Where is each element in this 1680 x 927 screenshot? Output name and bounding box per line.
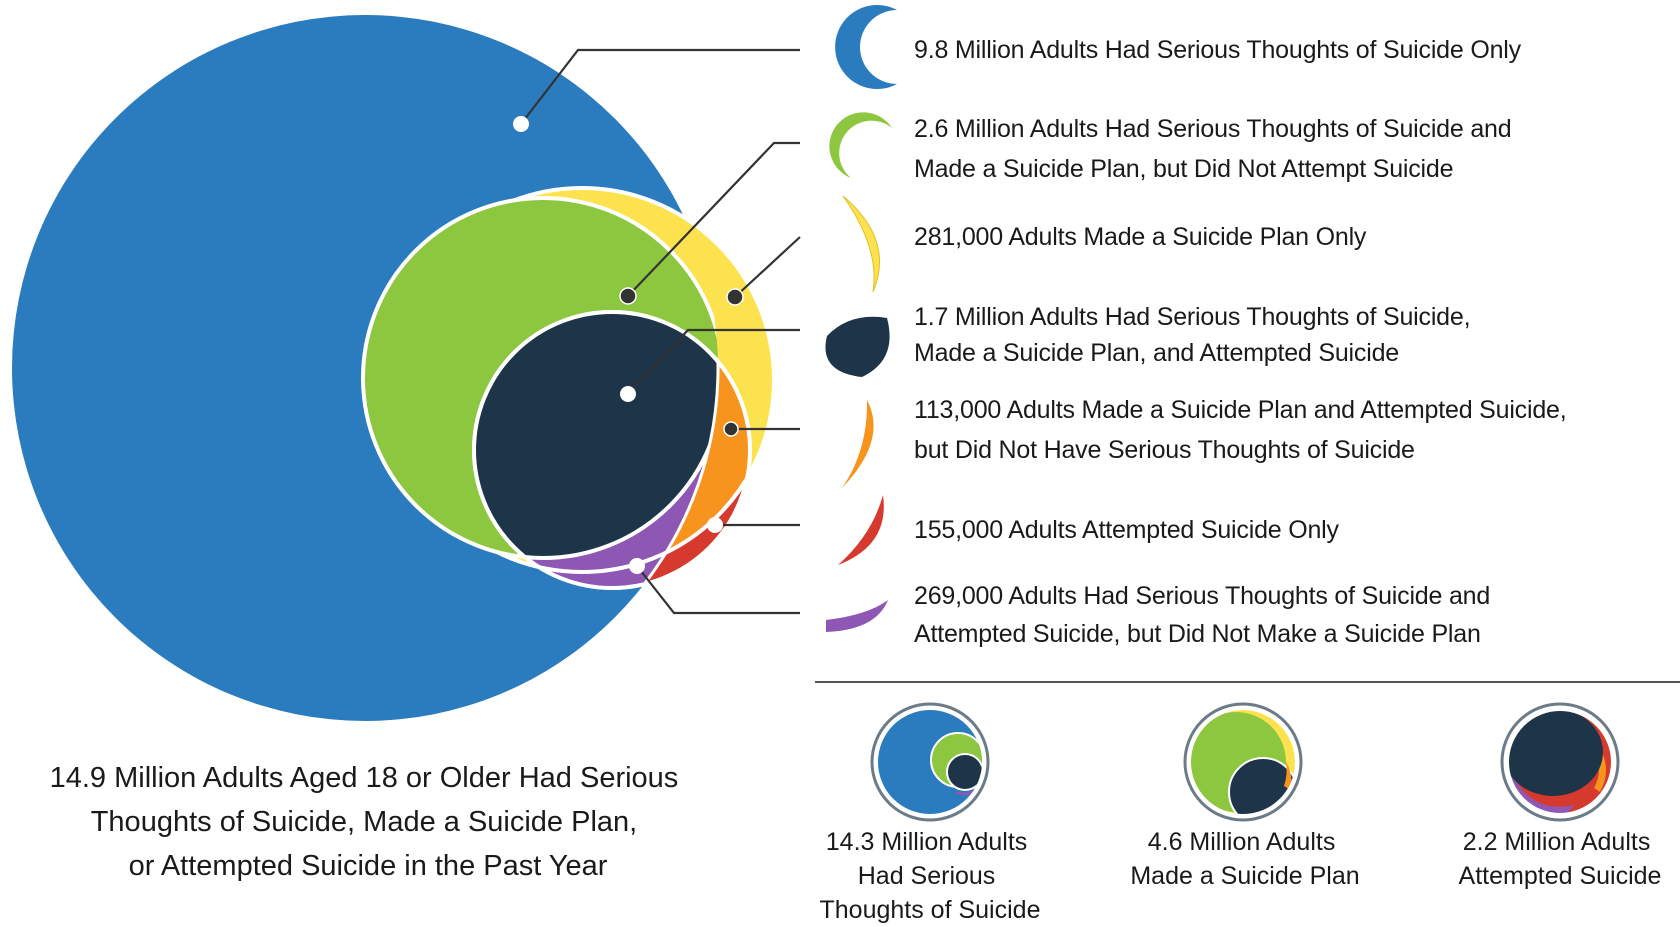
leader-lines xyxy=(520,48,801,615)
orange-sliver-icon xyxy=(842,400,874,488)
legend-texts: 9.8 Million Adults Had Serious Thoughts … xyxy=(914,36,1573,648)
main-venn xyxy=(12,15,776,721)
yellow-crescent-icon xyxy=(842,195,880,293)
attempt-summary-icon xyxy=(1500,702,1620,822)
legend-label-all-three: 1.7 Million Adults Had Serious Thoughts … xyxy=(914,303,1477,367)
red-sliver-icon xyxy=(838,495,884,565)
region-all-three xyxy=(474,312,718,558)
legend-label-plan-attempt: 113,000 Adults Made a Suicide Plan and A… xyxy=(914,396,1573,464)
green-crescent-icon xyxy=(829,112,892,178)
navy-lens-icon xyxy=(825,316,890,377)
purple-sliver-icon xyxy=(826,600,888,632)
legend-label-thoughts-plan: 2.6 Million Adults Had Serious Thoughts … xyxy=(914,115,1518,183)
legend-label-thoughts-only: 9.8 Million Adults Had Serious Thoughts … xyxy=(914,36,1522,64)
attempt-summary-label: 2.2 Million Adults Attempted Suicide xyxy=(1459,828,1662,890)
legend-icons xyxy=(825,4,897,632)
legend-label-thoughts-attempt: 269,000 Adults Had Serious Thoughts of S… xyxy=(914,582,1497,648)
legend-label-attempt-only: 155,000 Adults Attempted Suicide Only xyxy=(914,516,1340,544)
legend-label-plan-only: 281,000 Adults Made a Suicide Plan Only xyxy=(914,223,1367,251)
total-caption: 14.9 Million Adults Aged 18 or Older Had… xyxy=(50,762,687,882)
thoughts-summary-icon xyxy=(870,702,990,822)
plan-summary-label: 4.6 Million Adults Made a Suicide Plan xyxy=(1130,828,1359,890)
blue-crescent-icon xyxy=(835,4,897,90)
thoughts-summary-label: 14.3 Million Adults Had Serious Thoughts… xyxy=(820,828,1041,924)
plan-summary-icon xyxy=(1183,702,1303,822)
leader-dots xyxy=(513,116,744,574)
